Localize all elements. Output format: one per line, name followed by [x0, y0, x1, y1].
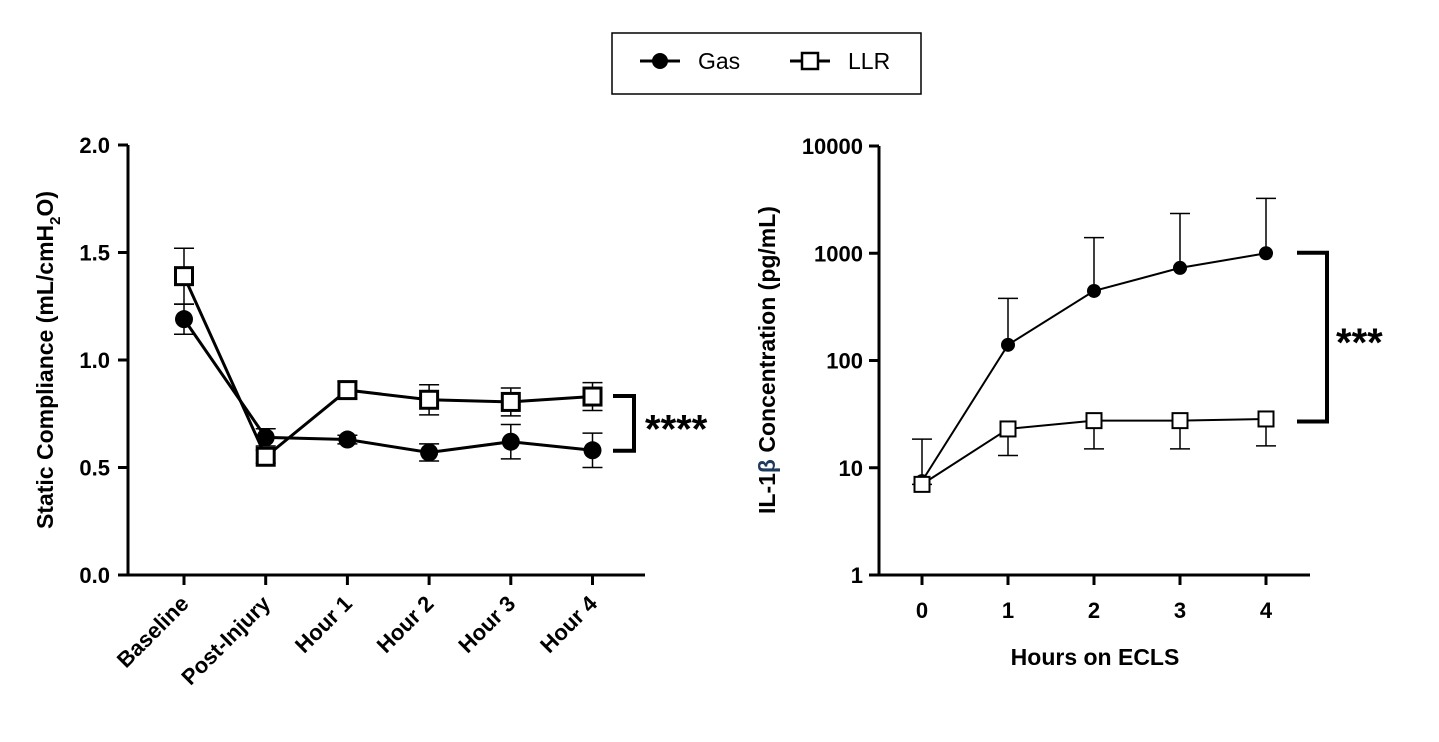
left-llr-point [337, 380, 358, 401]
left-gas-point [583, 441, 602, 460]
left-llr-point [582, 386, 603, 407]
left-y-axis-title: Static Compliance (mL/cmH2O) [32, 191, 64, 529]
right-gas-point [1001, 337, 1015, 352]
left-gas-line [182, 318, 593, 454]
right-llr-point [1171, 412, 1189, 430]
right-significance-label: *** [1336, 321, 1383, 365]
legend: Gas LLR [611, 32, 922, 95]
left-significance-bracket [613, 394, 636, 453]
right-gas-point [1087, 283, 1101, 298]
right-x-tick-label: 0 [916, 598, 928, 623]
legend-llr-label: LLR [848, 48, 890, 74]
left-x-tick-label: Baseline [112, 591, 194, 673]
left-x-tick-label: Hour 2 [372, 591, 439, 658]
right-x-tick-label: 1 [1002, 598, 1014, 623]
left-axes [118, 143, 645, 585]
right-llr-point [913, 475, 931, 493]
right-ticks: 1 10 100 1000 10000 0 1 2 3 4 [802, 134, 1273, 623]
left-gas-point [256, 428, 275, 447]
left-x-tick-label: Hour 3 [453, 591, 520, 658]
right-y-tick-label: 1000 [814, 241, 863, 266]
right-y-tick-label: 10 [839, 456, 863, 481]
right-gas-point [1259, 246, 1273, 261]
right-x-tick-label: 4 [1260, 598, 1273, 623]
left-gas-point [420, 443, 439, 462]
left-gas-point [175, 310, 193, 329]
legend-gas-label: Gas [698, 48, 740, 74]
left-llr-point [174, 266, 194, 287]
left-llr-line [182, 275, 593, 460]
right-series [912, 197, 1276, 493]
il1b-chart: 1 10 100 1000 10000 0 1 2 3 4 IL-1β Concentration… [754, 134, 1383, 670]
left-y-tick-label: 0.0 [79, 563, 110, 588]
right-y-tick-label: 100 [826, 349, 863, 374]
left-significance: **** [613, 394, 708, 453]
left-llr-point [500, 391, 521, 412]
right-x-tick-label: 3 [1174, 598, 1186, 623]
beta-symbol: β [754, 459, 780, 473]
right-x-axis-title: Hours on ECLS [1011, 644, 1180, 670]
right-significance: *** [1297, 250, 1383, 424]
right-y-axis-title: IL-1β Concentration (pg/mL) [754, 206, 780, 514]
left-y-tick-label: 0.5 [79, 456, 110, 481]
right-significance-bracket [1297, 250, 1329, 424]
right-llr-point [1257, 410, 1275, 428]
right-y-tick-label: 1 [851, 563, 863, 588]
right-llr-point [1085, 412, 1103, 430]
right-axes [869, 144, 1310, 585]
left-significance-label: **** [645, 407, 708, 451]
legend-llr-marker [800, 51, 820, 71]
right-y-tick-label: 10000 [802, 134, 863, 159]
left-x-tick-label: Hour 1 [290, 591, 357, 658]
left-llr-point [419, 389, 440, 410]
left-y-tick-label: 1.0 [79, 348, 110, 373]
left-gas-point [338, 430, 357, 449]
left-x-tick-label: Hour 4 [535, 590, 602, 657]
right-llr-point [999, 420, 1017, 438]
left-llr-point [255, 446, 276, 467]
left-y-tick-label: 1.5 [79, 241, 110, 266]
left-x-tick-label: Post-Injury [176, 590, 275, 689]
legend-gas-marker [652, 53, 668, 69]
right-gas-point [1173, 260, 1187, 275]
left-series [174, 247, 603, 469]
right-x-tick-label: 2 [1088, 598, 1100, 623]
left-y-tick-label: 2.0 [79, 133, 110, 158]
left-gas-point [501, 432, 520, 451]
